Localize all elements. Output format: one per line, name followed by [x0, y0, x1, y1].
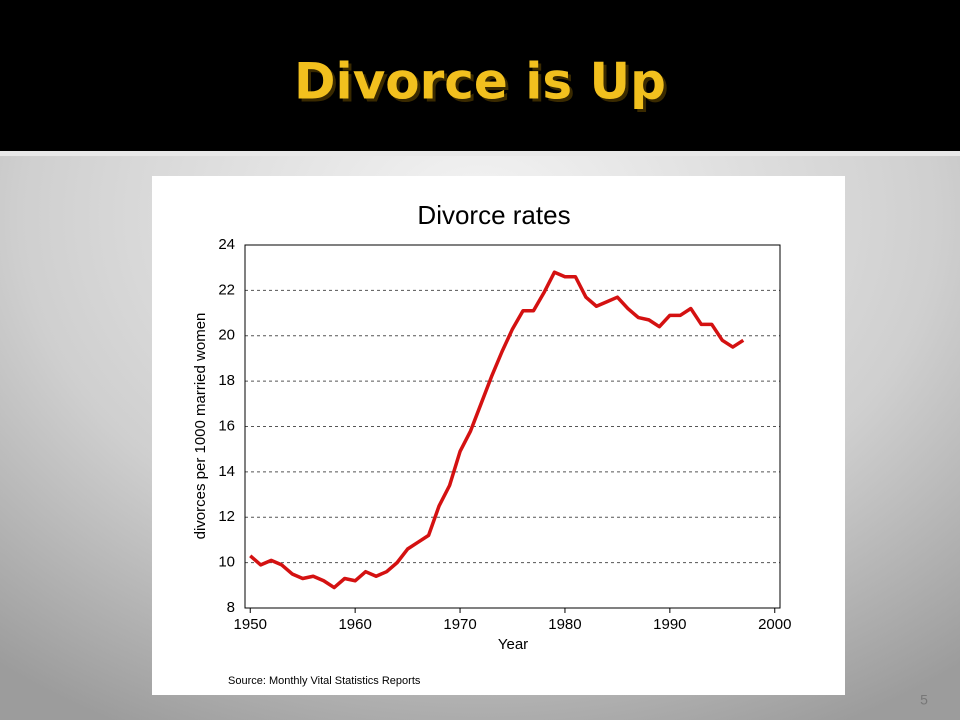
y-tick-label: 12 [218, 508, 235, 525]
x-tick-label: 1960 [338, 616, 371, 633]
y-tick-label: 16 [218, 417, 235, 434]
header-rule [0, 151, 960, 156]
y-axis-label: divorces per 1000 married women [192, 313, 209, 540]
y-tick-label: 14 [218, 463, 235, 480]
page-number: 5 [920, 692, 928, 708]
x-tick-label: 1950 [234, 616, 267, 633]
x-tick-label: 2000 [758, 616, 791, 633]
x-tick-label: 1970 [443, 616, 476, 633]
x-tick-label: 1980 [548, 616, 581, 633]
x-tick-label: 1990 [653, 616, 686, 633]
y-tick-label: 10 [218, 554, 235, 571]
plot: 8 10 12 14 16 18 20 22 24 1950 1960 1970 1980 1990 200… [218, 236, 791, 633]
y-tick-label: 8 [227, 599, 235, 616]
slide-title-shadow: Divorce is Up [297, 56, 669, 114]
y-tick-label: 24 [218, 236, 235, 253]
y-tick-label: 22 [218, 281, 235, 298]
data-line [249, 270, 745, 590]
x-axis-label: Year [498, 636, 528, 653]
chart-title: Divorce rates [417, 200, 570, 230]
y-tick-label: 20 [218, 327, 235, 344]
y-tick-label: 18 [218, 372, 235, 389]
plot-frame [244, 244, 781, 609]
source-note: Source: Monthly Vital Statistics Reports [228, 675, 421, 687]
header-band [0, 0, 960, 151]
slide-title: Divorce is Up [294, 53, 666, 111]
